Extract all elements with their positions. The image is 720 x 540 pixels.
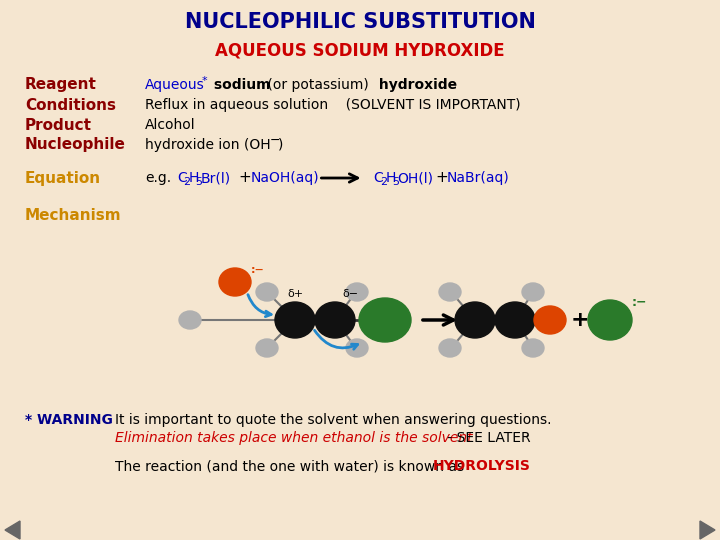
Text: δ+: δ+ xyxy=(287,289,303,299)
Text: −: − xyxy=(270,133,281,146)
Text: C: C xyxy=(177,171,186,185)
Text: AQUEOUS SODIUM HYDROXIDE: AQUEOUS SODIUM HYDROXIDE xyxy=(215,41,505,59)
Ellipse shape xyxy=(522,283,544,301)
Text: hydroxide: hydroxide xyxy=(374,78,457,92)
Text: +: + xyxy=(238,171,251,186)
Ellipse shape xyxy=(534,306,566,334)
Text: Reagent: Reagent xyxy=(25,78,97,92)
Text: * WARNING: * WARNING xyxy=(25,413,113,427)
Text: Equation: Equation xyxy=(25,171,101,186)
Ellipse shape xyxy=(179,311,201,329)
Text: The reaction (and the one with water) is known as: The reaction (and the one with water) is… xyxy=(115,459,469,473)
Text: Elimination takes place when ethanol is the solvent: Elimination takes place when ethanol is … xyxy=(115,431,472,445)
Text: NUCLEOPHILIC SUBSTITUTION: NUCLEOPHILIC SUBSTITUTION xyxy=(184,12,536,32)
Ellipse shape xyxy=(439,283,461,301)
Text: OH(l): OH(l) xyxy=(397,171,433,185)
Polygon shape xyxy=(5,521,20,539)
Text: Reflux in aqueous solution    (SOLVENT IS IMPORTANT): Reflux in aqueous solution (SOLVENT IS I… xyxy=(145,98,521,112)
Ellipse shape xyxy=(359,298,411,342)
Text: :−: :− xyxy=(251,265,265,275)
Text: NaOH(aq): NaOH(aq) xyxy=(251,171,319,185)
Ellipse shape xyxy=(315,302,355,338)
Text: Product: Product xyxy=(25,118,92,132)
Text: *: * xyxy=(202,76,207,86)
Text: ): ) xyxy=(278,138,284,152)
Ellipse shape xyxy=(275,302,315,338)
Text: HYDROLYSIS: HYDROLYSIS xyxy=(433,459,531,473)
Text: - SEE LATER: - SEE LATER xyxy=(443,431,531,445)
Ellipse shape xyxy=(256,339,278,357)
Text: e.g.: e.g. xyxy=(145,171,171,185)
Text: 2: 2 xyxy=(380,177,387,187)
Text: It is important to quote the solvent when answering questions.: It is important to quote the solvent whe… xyxy=(115,413,552,427)
Ellipse shape xyxy=(219,268,251,296)
Ellipse shape xyxy=(346,283,368,301)
Text: C: C xyxy=(374,171,383,185)
Text: H: H xyxy=(189,171,199,185)
Text: 5: 5 xyxy=(196,177,202,187)
Text: sodium: sodium xyxy=(209,78,271,92)
Polygon shape xyxy=(700,521,715,539)
Text: (or potassium): (or potassium) xyxy=(263,78,369,92)
Text: 2: 2 xyxy=(184,177,191,187)
Text: +: + xyxy=(435,171,448,186)
Text: Alcohol: Alcohol xyxy=(145,118,196,132)
Text: H: H xyxy=(385,171,396,185)
Text: Br(l): Br(l) xyxy=(201,171,231,185)
Ellipse shape xyxy=(522,339,544,357)
Text: 5: 5 xyxy=(392,177,399,187)
Ellipse shape xyxy=(256,283,278,301)
Text: Aqueous: Aqueous xyxy=(145,78,204,92)
Text: Nucleophile: Nucleophile xyxy=(25,138,126,152)
Text: :−: :− xyxy=(632,295,647,308)
Ellipse shape xyxy=(495,302,535,338)
Ellipse shape xyxy=(588,300,632,340)
Ellipse shape xyxy=(439,339,461,357)
Text: +: + xyxy=(571,310,589,330)
Ellipse shape xyxy=(455,302,495,338)
Text: Mechanism: Mechanism xyxy=(25,207,122,222)
Text: δ−: δ− xyxy=(342,289,358,299)
Text: NaBr(aq): NaBr(aq) xyxy=(447,171,510,185)
Ellipse shape xyxy=(346,339,368,357)
Text: Conditions: Conditions xyxy=(25,98,116,112)
Text: hydroxide ion (OH: hydroxide ion (OH xyxy=(145,138,271,152)
